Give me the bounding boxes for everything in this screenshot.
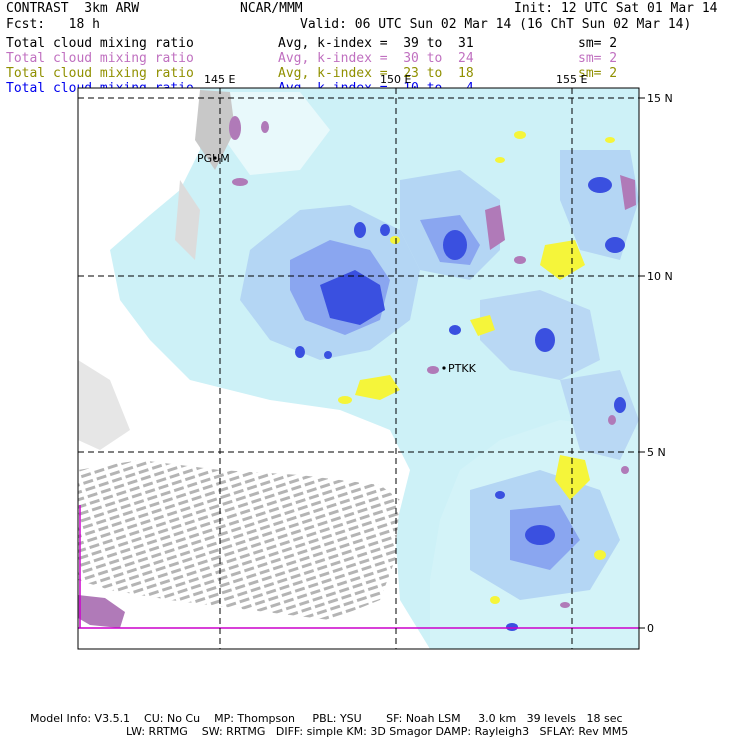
forecast-hour: Fcst: 18 h — [6, 17, 100, 32]
field-desc-2: Avg, k-index = 30 to 24 — [278, 51, 474, 66]
field-name-1: Total cloud mixing ratio — [6, 36, 194, 51]
model-info-line-1: Model Info: V3.5.1 CU: No Cu MP: Thompso… — [30, 712, 623, 725]
field-name-3: Total cloud mixing ratio — [6, 66, 194, 81]
field-sm-1: sm= 2 — [578, 36, 618, 51]
center-title: NCAR/MMM — [240, 1, 303, 16]
station-label-ptkk: PTKK — [448, 362, 477, 375]
field-sm-3: sm= 2 — [578, 66, 618, 81]
field-desc-3: Avg, k-index = 23 to 18 — [278, 66, 474, 81]
lat-label-5n: 5 N — [647, 446, 666, 459]
model-info-line-2: LW: RRTMG SW: RRTMG DIFF: simple KM: 3D … — [126, 725, 629, 738]
station-label-pgum: PGUM — [197, 152, 230, 165]
lat-label-15n: 15 N — [647, 92, 673, 105]
field-name-2: Total cloud mixing ratio — [6, 51, 194, 66]
lon-label-145e: 145 E — [204, 73, 235, 86]
lon-label-155e: 155 E — [556, 73, 587, 86]
gray-streak-area — [78, 460, 400, 620]
lat-label-10n: 10 N — [647, 270, 673, 283]
valid-time: Valid: 06 UTC Sun 02 Mar 14 (16 ChT Sun … — [300, 17, 692, 32]
field-sm-2: sm= 2 — [578, 51, 618, 66]
map-frame — [77, 87, 640, 650]
field-desc-1: Avg, k-index = 39 to 31 — [278, 36, 474, 51]
init-time: Init: 12 UTC Sat 01 Mar 14 — [514, 1, 718, 16]
lon-label-150e: 150 E — [380, 73, 411, 86]
lat-label-0: 0 — [647, 622, 654, 635]
model-title: CONTRAST 3km ARW — [6, 1, 140, 16]
